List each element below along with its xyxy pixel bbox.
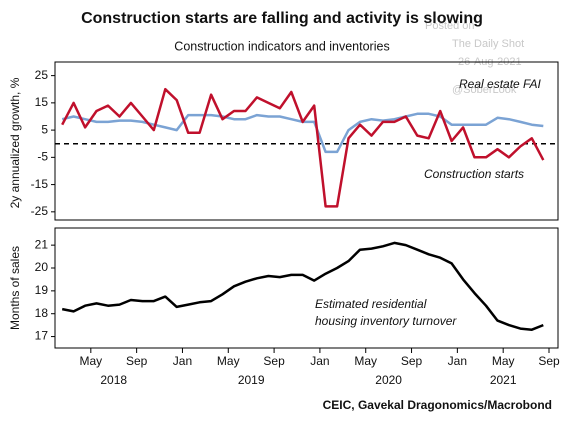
y-tick-label: 19 bbox=[35, 283, 49, 297]
x-tick-label: May bbox=[217, 354, 240, 368]
y-axis-label: Months of sales bbox=[8, 246, 22, 330]
x-tick-label: May bbox=[354, 354, 377, 368]
watermark: The Daily Shot bbox=[452, 38, 524, 50]
x-tick-label: Jan bbox=[173, 354, 192, 368]
y-tick-label: 25 bbox=[35, 68, 49, 82]
x-tick-label: May bbox=[492, 354, 515, 368]
x-tick-label: Sep bbox=[538, 354, 560, 368]
x-tick-label: Sep bbox=[126, 354, 148, 368]
y-tick-label: -15 bbox=[31, 177, 49, 191]
year-label: 2020 bbox=[375, 373, 402, 387]
y-tick-label: 17 bbox=[35, 329, 49, 343]
year-label: 2021 bbox=[490, 373, 517, 387]
annotation: housing inventory turnover bbox=[315, 314, 457, 328]
source: CEIC, Gavekal Dragonomics/Macrobond bbox=[323, 398, 552, 412]
legend-label: Construction starts bbox=[424, 167, 524, 181]
y-tick-label: 5 bbox=[41, 122, 48, 136]
x-tick-label: Sep bbox=[401, 354, 423, 368]
line-series bbox=[61, 87, 545, 208]
watermark: Posted on bbox=[425, 20, 475, 32]
x-tick-label: Sep bbox=[263, 354, 285, 368]
y-tick-label: 21 bbox=[35, 237, 49, 251]
year-label: 2018 bbox=[100, 373, 127, 387]
legend-label: Real estate FAI bbox=[459, 77, 541, 91]
y-tick-label: 20 bbox=[35, 260, 49, 274]
line-series bbox=[61, 241, 544, 331]
chart-subtitle: Construction indicators and inventories bbox=[174, 39, 389, 53]
x-tick-label: Jan bbox=[448, 354, 467, 368]
y-tick-label: 18 bbox=[35, 306, 49, 320]
annotation: Estimated residential bbox=[315, 297, 427, 311]
x-tick-label: May bbox=[79, 354, 102, 368]
y-axis-label: 2y annualized growth, % bbox=[8, 77, 22, 208]
y-tick-label: -25 bbox=[31, 204, 49, 218]
y-tick-label: 15 bbox=[35, 95, 49, 109]
chart-title: Construction starts are falling and acti… bbox=[81, 10, 483, 27]
watermark: @SoberLook bbox=[452, 84, 517, 96]
x-tick-label: Jan bbox=[310, 354, 329, 368]
year-label: 2019 bbox=[238, 373, 265, 387]
plot-frame bbox=[54, 227, 559, 349]
y-tick-label: -5 bbox=[37, 150, 48, 164]
plot-frame bbox=[54, 61, 559, 221]
